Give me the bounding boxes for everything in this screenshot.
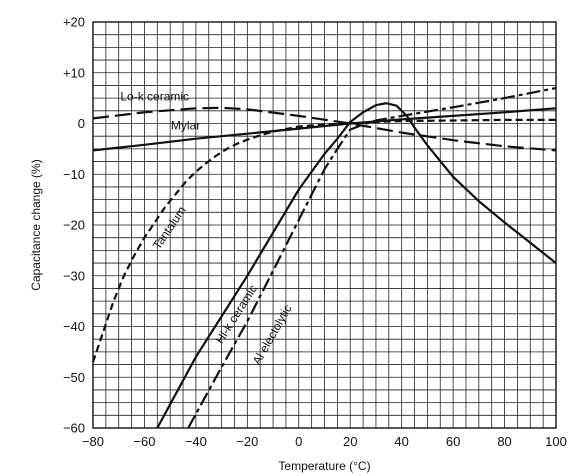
curve-label-lo-k-ceramic: Lo-k ceramic bbox=[120, 90, 189, 104]
x-axis-label: Temperature (°C) bbox=[278, 459, 370, 473]
curves bbox=[91, 86, 557, 429]
x-tick-label: −80 bbox=[82, 434, 104, 449]
x-tick-label: 40 bbox=[394, 434, 408, 449]
x-tick-label: −20 bbox=[236, 434, 258, 449]
y-tick-label: −40 bbox=[63, 319, 85, 334]
y-axis-label: Capacitance change (%) bbox=[29, 159, 43, 290]
curve-mylar bbox=[92, 107, 557, 152]
x-tick-label: −40 bbox=[185, 434, 207, 449]
y-tick-label: −60 bbox=[63, 421, 85, 436]
y-tick-label: +10 bbox=[63, 65, 85, 80]
y-tick-labels: +20 +10 0 −10 −20 −30 −40 −50 −60 bbox=[63, 15, 85, 436]
x-tick-labels: −80 −60 −40 −20 0 20 40 60 80 100 bbox=[82, 434, 567, 449]
x-tick-label: −60 bbox=[133, 434, 155, 449]
curve-hi-k-ceramic bbox=[156, 102, 557, 429]
x-tick-label: 80 bbox=[497, 434, 511, 449]
y-tick-label: −20 bbox=[63, 218, 85, 233]
curve-tantalum bbox=[91, 118, 556, 363]
curve-al-electolytic bbox=[187, 86, 557, 429]
x-tick-label: 0 bbox=[295, 434, 302, 449]
plot-frame bbox=[92, 21, 557, 429]
y-tick-label: +20 bbox=[63, 15, 85, 30]
curve-lo-k-ceramic bbox=[92, 106, 557, 152]
y-tick-label: −50 bbox=[63, 370, 85, 385]
curve-label-al-electolytic: Al electolytic bbox=[250, 302, 295, 367]
x-tick-label: 60 bbox=[446, 434, 460, 449]
y-tick-label: 0 bbox=[78, 116, 85, 131]
x-tick-label: 20 bbox=[343, 434, 357, 449]
x-tick-label: 100 bbox=[545, 434, 567, 449]
y-tick-label: −30 bbox=[63, 268, 85, 283]
y-tick-label: −10 bbox=[63, 167, 85, 182]
curve-label-mylar: Mylar bbox=[171, 119, 200, 133]
